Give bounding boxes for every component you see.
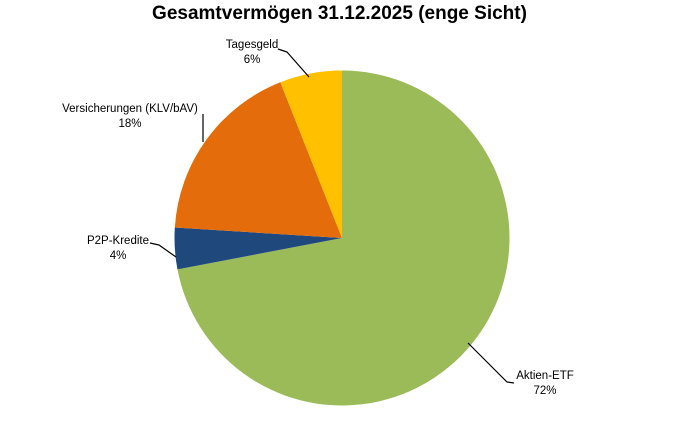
leader-line-aktien-etf: [467, 342, 515, 384]
slice-label-versicherungen: Versicherungen (KLV/bAV) 18%: [30, 102, 230, 132]
slice-label-percent: 6%: [243, 54, 261, 66]
pie-slice-aktien-etf: [177, 70, 510, 406]
pie-slice-tagesgeld: [280, 70, 342, 238]
slice-label-aktien-etf: Aktien-ETF 72%: [485, 369, 605, 399]
slice-label-name: Versicherungen (KLV/bAV): [62, 103, 198, 115]
pie-slice-p2p-kredite: [174, 227, 342, 270]
slice-label-tagesgeld: Tagesgeld 6%: [192, 38, 312, 68]
leader-lines: [149, 48, 515, 384]
leader-line-tagesgeld: [277, 48, 310, 78]
pie-slice-versicherungen-klv-bav: [174, 82, 342, 238]
slice-label-name: P2P-Kredite: [86, 235, 149, 247]
slice-label-name: Aktien-ETF: [516, 370, 574, 382]
slice-label-percent: 18%: [118, 118, 142, 130]
slice-label-p2p-kredite: P2P-Kredite 4%: [58, 234, 178, 264]
pie-slices: [174, 70, 510, 406]
slice-label-percent: 72%: [533, 385, 557, 397]
chart-title: Gesamtvermögen 31.12.2025 (enge Sicht): [152, 3, 527, 24]
slice-label-percent: 4%: [109, 250, 127, 262]
slice-label-name: Tagesgeld: [225, 39, 279, 51]
leader-line-p2p-kredite: [149, 242, 177, 258]
